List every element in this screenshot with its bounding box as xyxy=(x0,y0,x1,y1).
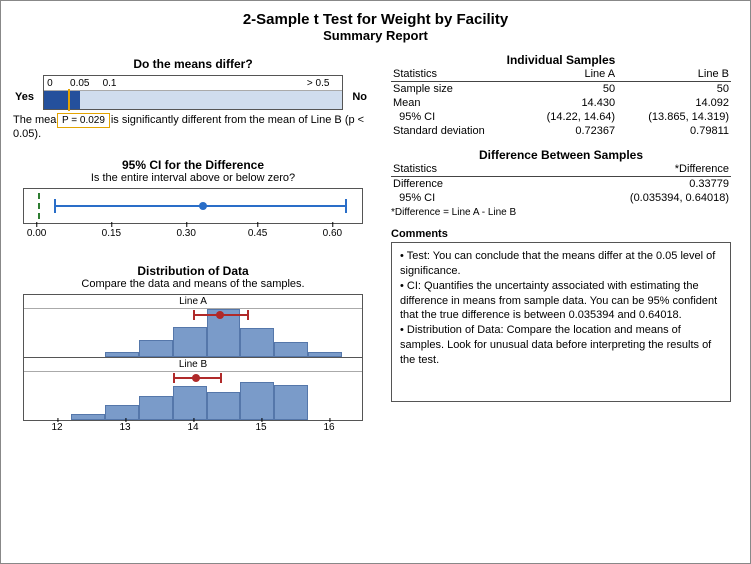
ci-plot xyxy=(23,188,363,224)
stat-value-a: 0.72367 xyxy=(520,124,617,138)
stat-label: Mean xyxy=(391,96,520,110)
comment-line: • Distribution of Data: Compare the loca… xyxy=(400,323,722,368)
stat-label: Standard deviation xyxy=(391,124,520,138)
histogram-bar xyxy=(173,386,207,420)
histogram-bar xyxy=(105,352,139,357)
comment-line: • Test: You can conclude that the means … xyxy=(400,249,722,279)
diff-label: 95% CI xyxy=(391,191,508,205)
histogram-bar xyxy=(105,405,139,419)
right-column: Individual Samples Statistics Line A Lin… xyxy=(391,49,731,438)
distribution-panels: Line A Line B xyxy=(23,294,363,421)
ci-subheading: Is the entire interval above or below ze… xyxy=(13,172,373,184)
indiv-title: Individual Samples xyxy=(391,53,731,67)
histogram-bar xyxy=(274,385,308,420)
dist-panel-label: Line A xyxy=(24,295,362,309)
histogram-bar xyxy=(139,340,173,356)
p-scale-tick: 0 xyxy=(47,78,53,89)
dist-tick: 15 xyxy=(255,422,266,433)
ci-mean-dot xyxy=(199,202,207,210)
stat-value-b: 0.79811 xyxy=(617,124,731,138)
stat-value-a: 14.430 xyxy=(520,96,617,110)
diff-title: Difference Between Samples xyxy=(391,148,731,162)
dist-subheading: Compare the data and means of the sample… xyxy=(13,278,373,290)
histogram-bar xyxy=(207,392,241,420)
report-subtitle: Summary Report xyxy=(13,28,738,43)
p-scale-tick: 0.1 xyxy=(103,78,117,89)
dist-tick: 13 xyxy=(119,422,130,433)
dist-panel-label: Line B xyxy=(24,358,362,372)
stat-label: 95% CI xyxy=(391,110,520,124)
dist-tick: 12 xyxy=(51,422,62,433)
summary-report: 2-Sample t Test for Weight by Facility S… xyxy=(0,0,751,564)
diff-footnote: *Difference = Line A - Line B xyxy=(391,207,731,218)
ci-tick: 0.00 xyxy=(27,228,46,239)
histogram-bar xyxy=(139,396,173,419)
stat-value-b: (13.865, 14.319) xyxy=(617,110,731,124)
distribution-axis: 12 13 14 15 16 xyxy=(23,422,363,438)
col-line-a: Line A xyxy=(520,67,617,82)
diff-label: Difference xyxy=(391,177,508,192)
col-line-b: Line B xyxy=(617,67,731,82)
stat-label: Sample size xyxy=(391,82,520,97)
yes-label: Yes xyxy=(15,91,34,103)
ci-tick: 0.30 xyxy=(176,228,195,239)
p-scale-tick: 0.05 xyxy=(70,78,89,89)
p-value-label: P = 0.029 xyxy=(57,113,110,128)
means-differ-heading: Do the means differ? xyxy=(13,57,373,71)
p-scale-tick: > 0.5 xyxy=(307,78,330,89)
histogram-bar xyxy=(240,328,274,357)
dist-tick: 14 xyxy=(187,422,198,433)
histogram-bar xyxy=(71,414,105,420)
comments-title: Comments xyxy=(391,228,731,240)
report-title: 2-Sample t Test for Weight by Facility xyxy=(13,11,738,28)
no-label: No xyxy=(352,91,367,103)
left-column: Do the means differ? Yes No 0 0.05 0.1 > 0.… xyxy=(13,49,373,438)
difference-table: Statistics *Difference Difference0.33779… xyxy=(391,162,731,205)
ci-tick: 0.15 xyxy=(102,228,121,239)
ci-tick: 0.45 xyxy=(248,228,267,239)
p-value-bar: 0 0.05 0.1 > 0.5 xyxy=(43,75,343,110)
diff-value: 0.33779 xyxy=(508,177,731,192)
dist-tick: 16 xyxy=(323,422,334,433)
stat-value-a: (14.22, 14.64) xyxy=(520,110,617,124)
ci-zero-line xyxy=(38,193,40,219)
col-difference: *Difference xyxy=(508,162,731,177)
ci-axis: 0.00 0.15 0.30 0.45 0.60 xyxy=(23,228,363,246)
stat-value-a: 50 xyxy=(520,82,617,97)
mean-marker xyxy=(192,374,200,382)
ci-tick: 0.60 xyxy=(323,228,342,239)
col-statistics-2: Statistics xyxy=(391,162,508,177)
comment-line: • CI: Quantifies the uncertainty associa… xyxy=(400,279,722,324)
comments-box: • Test: You can conclude that the means … xyxy=(391,242,731,402)
stat-value-b: 14.092 xyxy=(617,96,731,110)
histogram-bar xyxy=(240,382,274,419)
histogram-bar xyxy=(173,327,207,357)
col-statistics: Statistics xyxy=(391,67,520,82)
stat-value-b: 50 xyxy=(617,82,731,97)
histogram-bar xyxy=(308,352,342,357)
mean-marker xyxy=(216,311,224,319)
histogram-bar xyxy=(274,342,308,356)
diff-value: (0.035394, 0.64018) xyxy=(508,191,731,205)
individual-samples-table: Statistics Line A Line B Sample size5050… xyxy=(391,67,731,138)
ci-heading: 95% CI for the Difference xyxy=(13,158,373,172)
dist-heading: Distribution of Data xyxy=(13,264,373,278)
